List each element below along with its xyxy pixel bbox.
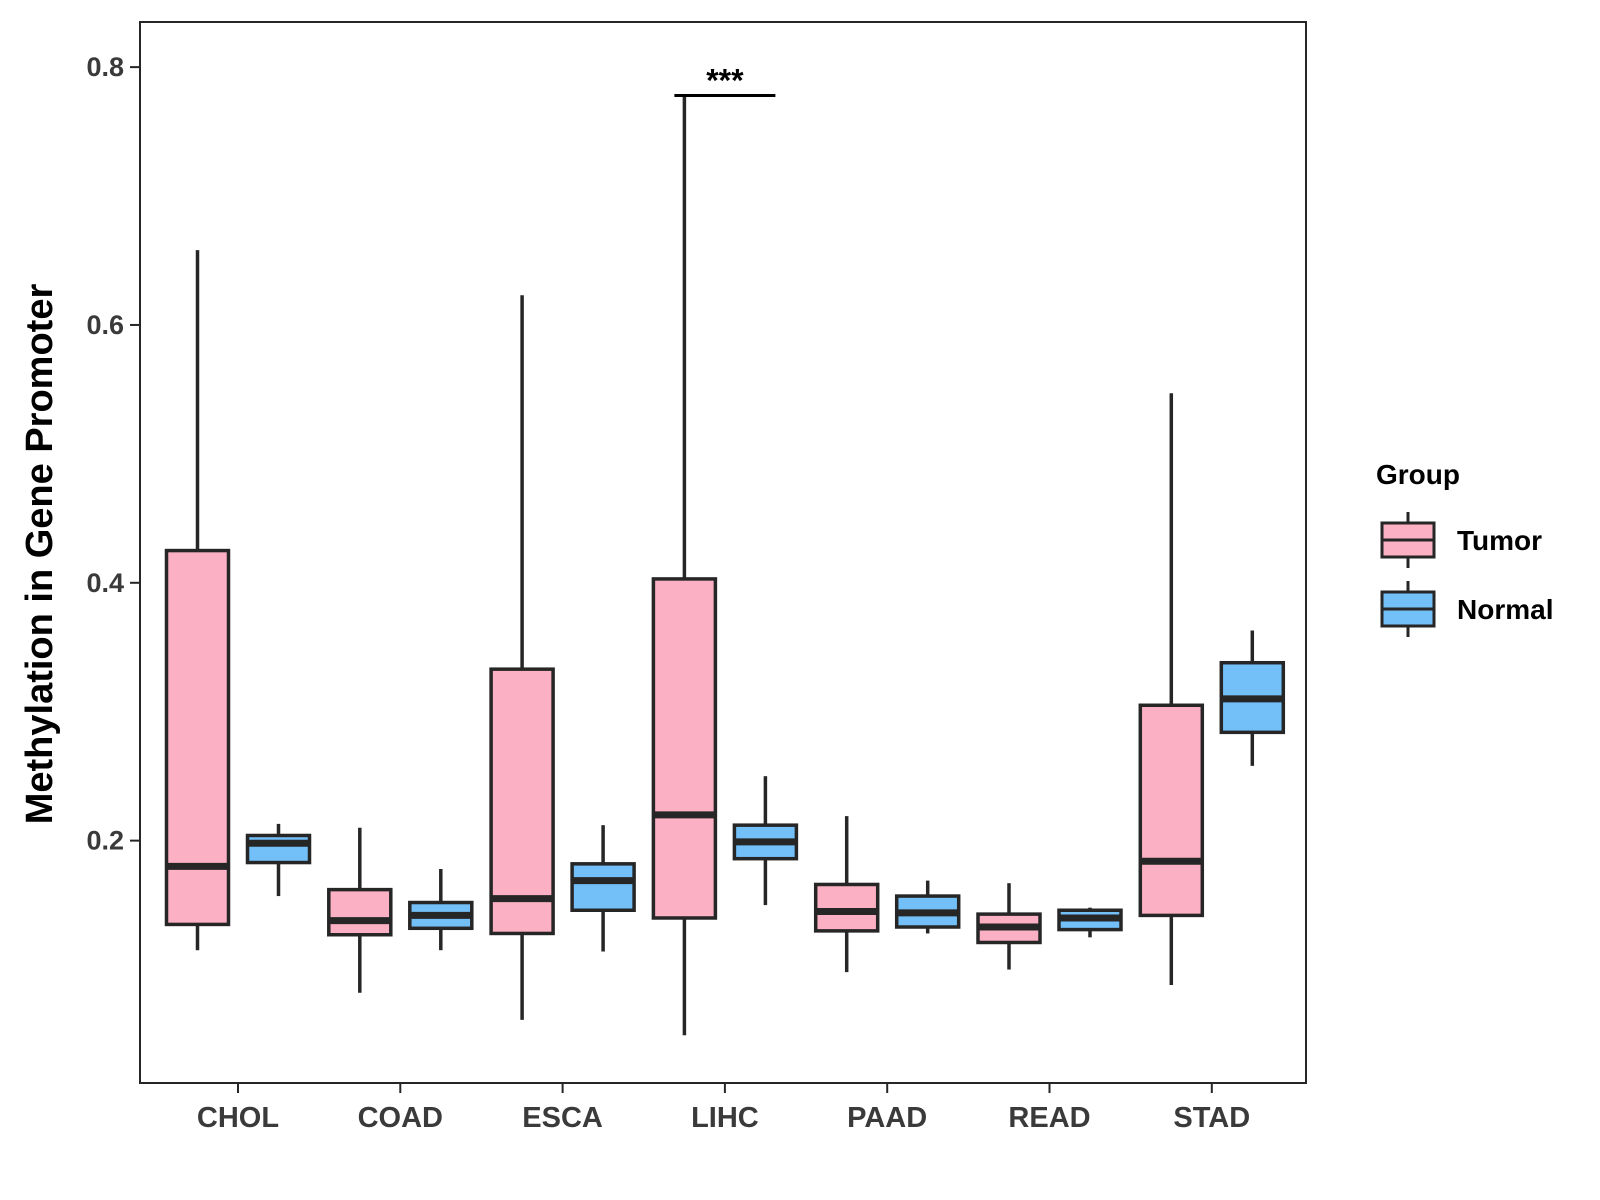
significance-label: *** xyxy=(706,62,744,98)
box-tumor-lihc xyxy=(651,94,718,1036)
y-tick-label: 0.6 xyxy=(86,310,124,340)
box-iqr xyxy=(1138,703,1205,918)
y-tick-label: 0.8 xyxy=(86,52,124,82)
x-tick-label: COAD xyxy=(358,1102,443,1134)
box-iqr xyxy=(164,548,231,927)
x-tick-label: PAAD xyxy=(847,1102,927,1134)
box-normal-coad xyxy=(408,868,474,951)
legend-entry-normal: Normal xyxy=(1380,581,1553,637)
y-tick-label: 0.2 xyxy=(86,826,124,856)
box-iqr xyxy=(570,862,636,912)
x-tick-label: CHOL xyxy=(197,1102,279,1134)
box-normal-paad xyxy=(894,880,961,934)
legend-label: Tumor xyxy=(1457,525,1542,556)
legend-title: Group xyxy=(1376,459,1460,490)
plot-area: 0.2 0.4 0.6 0.8 CHOL COAD ESCA LIHC PAAD READ STAD… xyxy=(86,21,1307,1134)
box-tumor-read xyxy=(976,883,1042,970)
box-iqr xyxy=(489,667,555,936)
box-normal-chol xyxy=(245,823,312,897)
y-axis-title: Methylation in Gene Promoter xyxy=(19,284,61,825)
box-tumor-paad xyxy=(813,816,880,973)
plot-border xyxy=(139,21,1307,1084)
box-normal-lihc xyxy=(732,776,799,906)
x-tick-label: READ xyxy=(1008,1102,1090,1134)
box-iqr xyxy=(651,577,718,920)
legend-entry-tumor: Tumor xyxy=(1380,512,1542,568)
box-tumor-chol xyxy=(164,250,231,951)
box-iqr xyxy=(245,833,312,865)
box-tumor-coad xyxy=(327,827,393,993)
box-normal-read xyxy=(1057,907,1123,938)
box-iqr xyxy=(813,882,880,933)
box-iqr xyxy=(327,887,393,937)
x-tick-label: STAD xyxy=(1173,1102,1250,1134)
box-tumor-stad xyxy=(1138,393,1205,986)
x-tick-label: LIHC xyxy=(691,1102,759,1134)
box-normal-stad xyxy=(1219,630,1286,766)
y-tick-label: 0.4 xyxy=(86,568,124,598)
legend: Group Tumor Normal xyxy=(1376,459,1553,637)
box-tumor-esca xyxy=(489,295,555,1020)
box-normal-esca xyxy=(570,825,636,952)
x-tick-label: ESCA xyxy=(522,1102,603,1134)
legend-label: Normal xyxy=(1457,594,1553,625)
